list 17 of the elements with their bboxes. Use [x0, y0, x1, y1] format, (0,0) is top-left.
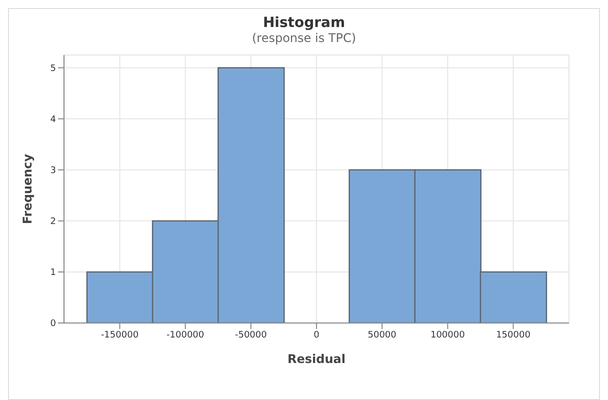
x-tick-label: 50000 [368, 330, 397, 340]
x-tick-label: 100000 [430, 330, 466, 340]
x-tick-label: 150000 [496, 330, 531, 340]
chart-title: Histogram [262, 15, 346, 31]
y-tick-label: 0 [50, 319, 56, 330]
x-tick-label: -50000 [234, 330, 268, 340]
y-tick-label: 1 [50, 268, 56, 278]
x-tick-label: 0 [314, 330, 320, 340]
x-axis-title: Residual [288, 352, 346, 366]
x-tick-label: -150000 [100, 330, 139, 340]
x-tick-label: -100000 [166, 330, 204, 340]
y-axis-title: Frequency [20, 154, 34, 224]
y-tick-label: 2 [50, 217, 56, 228]
y-tick-label: 5 [50, 64, 56, 74]
chart-subtitle: (response is TPC) [250, 31, 358, 45]
y-tick-label: 4 [50, 115, 56, 126]
y-tick-label: 3 [50, 166, 56, 176]
